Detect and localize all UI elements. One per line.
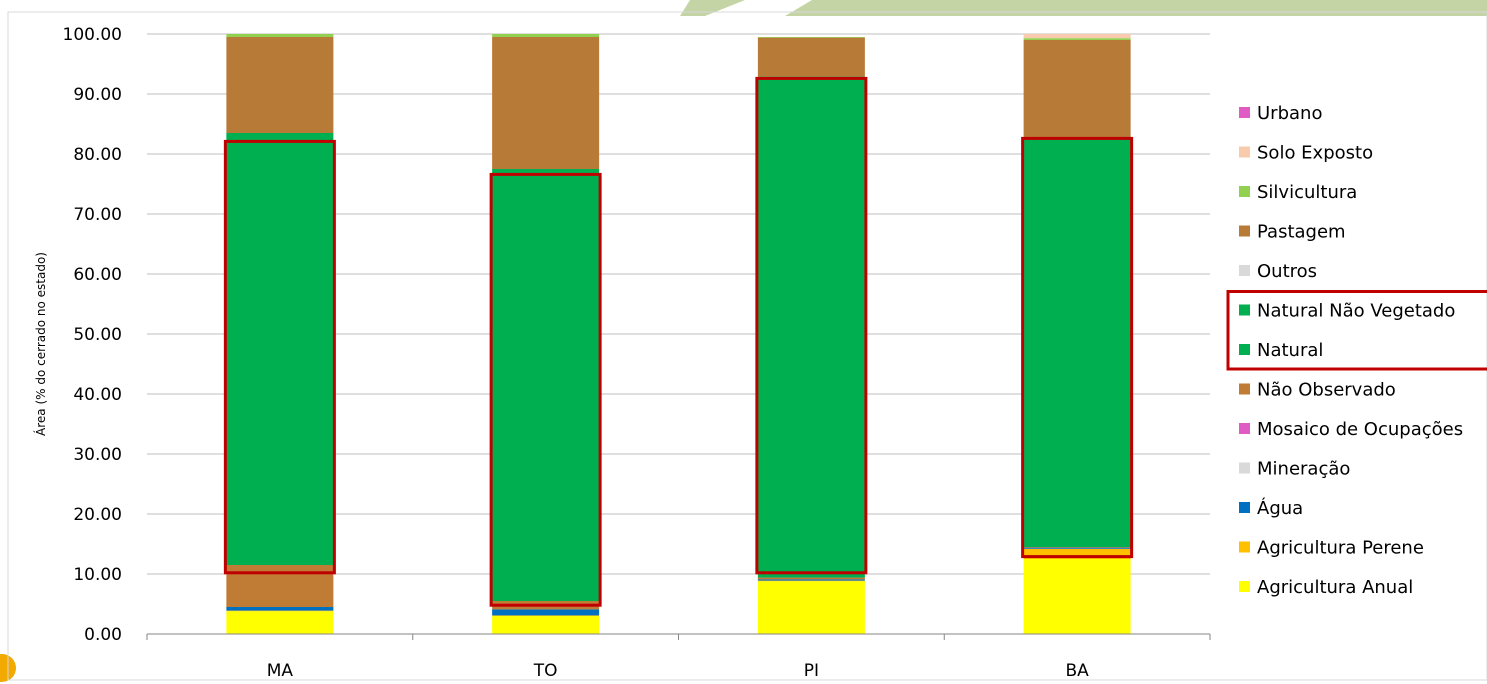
legend-swatch (1239, 344, 1250, 355)
legend-label: Mineração (1257, 459, 1350, 480)
highlight-box (489, 172, 602, 607)
bar-segment (226, 611, 334, 634)
y-tick-label: 20.00 (73, 505, 122, 525)
legend-swatch (1239, 502, 1250, 513)
bar-segment (226, 34, 334, 37)
y-tick-label: 40.00 (73, 385, 122, 405)
legend-swatch (1239, 265, 1250, 276)
y-tick-label: 30.00 (73, 445, 122, 465)
legend-highlight-box (1226, 290, 1487, 371)
legend-label: Natural Não Vegetado (1257, 301, 1455, 322)
y-tick-label: 100.00 (63, 25, 122, 45)
legend-swatch (1239, 146, 1250, 158)
bar-segment (226, 610, 334, 612)
legend-label: Outros (1257, 261, 1317, 282)
bar-segment (492, 37, 600, 169)
y-axis: 0.00 10.00 20.00 30.00 40.00 50.00 60.00 70.00 8… (63, 25, 122, 645)
bar-segment (1023, 559, 1131, 634)
legend-label: Solo Exposto (1257, 143, 1373, 164)
legend-label: Agricultura Anual (1257, 577, 1413, 598)
highlight-box (755, 76, 868, 575)
bar-segment (492, 609, 600, 616)
bar-segment (757, 581, 865, 634)
bars (226, 34, 1131, 634)
y-tick-label: 90.00 (73, 85, 122, 105)
bar-segment (1023, 38, 1131, 40)
bar-segment (757, 76, 865, 578)
x-tick-label: MA (267, 661, 294, 681)
x-tick-label: PI (804, 661, 819, 681)
bar-segment (226, 37, 334, 133)
bar-segment (757, 579, 865, 581)
bar-segment (1023, 139, 1131, 547)
legend-swatch (1239, 541, 1250, 553)
bar-segment (226, 607, 334, 611)
legend-swatch (1239, 462, 1250, 474)
bar-segment (492, 34, 600, 37)
bar-segment (757, 37, 865, 77)
highlight-box (1021, 136, 1134, 559)
legend-swatch (1239, 107, 1250, 118)
legend-swatch (1239, 383, 1250, 395)
legend-swatch (1239, 581, 1250, 592)
bar-segment (757, 580, 865, 582)
legend-label: Pastagem (1257, 222, 1346, 243)
bar-segment (492, 169, 600, 601)
legend: Urbano Solo Exposto Silvicultura Pastagem Ou… (1226, 103, 1487, 598)
legend-swatch (1239, 225, 1250, 237)
bar-segment (492, 616, 600, 634)
legend-label: Não Observado (1257, 380, 1396, 401)
bar-segment (1023, 547, 1131, 548)
decorative-banner-left (680, 0, 745, 16)
bar-segment (1023, 547, 1131, 549)
bar-segment (1023, 40, 1131, 139)
bar-segment (1023, 548, 1131, 559)
x-tick-label: BA (1065, 661, 1089, 681)
y-tick-label: 0.00 (84, 625, 122, 645)
highlight-boxes (223, 76, 1134, 607)
legend-swatch (1239, 304, 1250, 316)
bar-segment (492, 615, 600, 616)
highlight-box (223, 139, 336, 575)
legend-label: Agricultura Perene (1257, 538, 1424, 559)
legend-swatch (1239, 423, 1250, 434)
plot-area (7, 11, 1487, 681)
legend-label: Água (1257, 497, 1303, 519)
y-axis-label: Área (% do cerrado no estado) (33, 252, 48, 436)
y-tick-label: 60.00 (73, 265, 122, 285)
legend-swatch (1239, 186, 1250, 197)
bar-segment (1023, 34, 1131, 39)
bar-segment (226, 133, 334, 565)
bar-segment (757, 37, 865, 38)
x-axis: MA TO PI BA (146, 633, 1211, 681)
decorative-banner-right (785, 0, 1487, 16)
x-tick-label: TO (533, 661, 558, 681)
y-tick-label: 80.00 (73, 145, 122, 165)
legend-label: Silvicultura (1257, 182, 1357, 203)
y-tick-label: 50.00 (73, 325, 122, 345)
y-tick-label: 10.00 (73, 565, 122, 585)
y-tick-label: 70.00 (73, 205, 122, 225)
legend-label: Natural (1257, 340, 1323, 361)
bar-segment (757, 577, 865, 580)
legend-label: Urbano (1257, 103, 1322, 124)
legend-label: Mosaico de Ocupações (1257, 419, 1463, 440)
